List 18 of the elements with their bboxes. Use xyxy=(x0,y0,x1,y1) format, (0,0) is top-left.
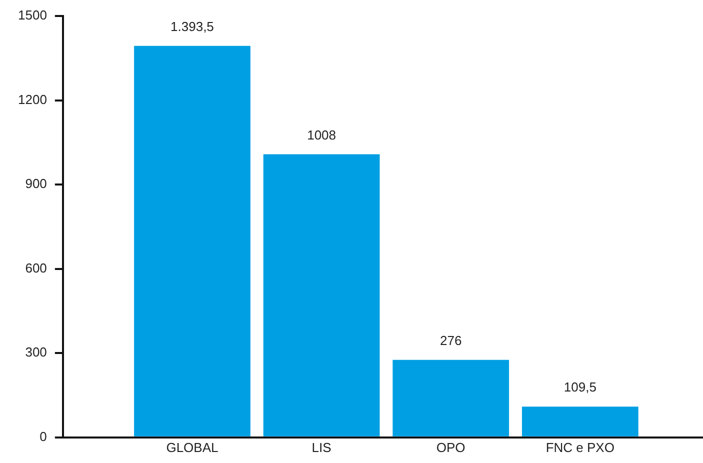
x-tick-label: GLOBAL xyxy=(166,440,218,455)
data-label: 1008 xyxy=(307,127,336,142)
y-tick-label: 300 xyxy=(25,344,47,360)
bar xyxy=(263,154,380,436)
y-tick-label: 0 xyxy=(40,428,47,444)
bar xyxy=(392,360,510,436)
data-label: 276 xyxy=(440,332,462,348)
x-tick-label: LIS xyxy=(312,440,332,455)
y-tick-label: 600 xyxy=(25,260,47,276)
x-tick-label: OPO xyxy=(436,440,466,455)
y-tick-label: 1500 xyxy=(18,8,47,23)
data-label: 1.393,5 xyxy=(170,19,214,34)
y-tick-label: 900 xyxy=(25,176,47,192)
x-tick-label: FNC e PXO xyxy=(546,440,614,455)
bar xyxy=(522,406,638,436)
bar xyxy=(134,46,250,436)
data-label: 109,5 xyxy=(564,380,596,395)
y-tick-label: 1200 xyxy=(18,92,47,107)
